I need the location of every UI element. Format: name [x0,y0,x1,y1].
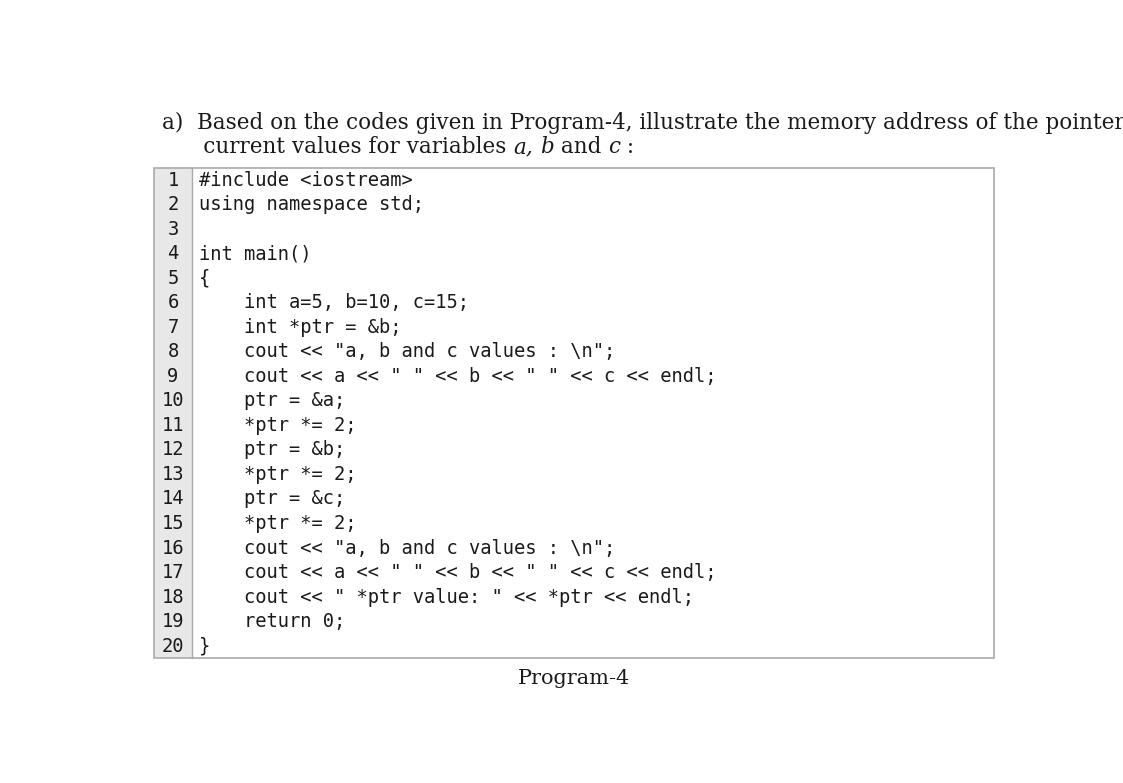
Text: 11: 11 [162,416,184,435]
Text: *ptr *= 2;: *ptr *= 2; [199,514,357,533]
Text: cout << a << " " << b << " " << c << endl;: cout << a << " " << b << " " << c << end… [199,563,716,582]
Text: 20: 20 [162,637,184,655]
Text: 2: 2 [167,195,179,215]
Text: 5: 5 [167,269,179,287]
Text: 4: 4 [167,244,179,263]
Text: ptr = &b;: ptr = &b; [199,440,346,460]
Text: 13: 13 [162,465,184,484]
Text: 15: 15 [162,514,184,533]
Bar [154,168,192,659]
Text: 6: 6 [167,294,179,312]
Text: cout << "a, b and c values : \n";: cout << "a, b and c values : \n"; [199,539,615,557]
Text: 7: 7 [167,318,179,337]
Text: 14: 14 [162,489,184,508]
Text: 12: 12 [162,440,184,460]
Text: *ptr *= 2;: *ptr *= 2; [199,416,357,435]
Text: c: c [608,136,620,158]
Text: 9: 9 [167,367,179,386]
Text: 8: 8 [167,342,179,361]
Text: #include <iostream>: #include <iostream> [199,171,413,189]
Text: 16: 16 [162,539,184,557]
Text: cout << a << " " << b << " " << c << endl;: cout << a << " " << b << " " << c << end… [199,367,716,386]
Text: using namespace std;: using namespace std; [199,195,424,215]
Text: Program-4: Program-4 [518,669,630,688]
Text: cout << "a, b and c values : \n";: cout << "a, b and c values : \n"; [199,342,615,361]
Text: int *ptr = &b;: int *ptr = &b; [199,318,402,337]
Text: 10: 10 [162,392,184,410]
Text: 19: 19 [162,612,184,631]
Text: return 0;: return 0; [199,612,346,631]
Text: a)  Based on the codes given in Program-4, illustrate the memory address of the : a) Based on the codes given in Program-4… [162,112,1123,134]
Text: and: and [554,136,608,158]
Text: *ptr *= 2;: *ptr *= 2; [199,465,357,484]
Text: 3: 3 [167,220,179,239]
Text: int a=5, b=10, c=15;: int a=5, b=10, c=15; [199,294,469,312]
Text: a,: a, [513,136,533,158]
Text: ptr = &c;: ptr = &c; [199,489,346,508]
Bar [192,168,995,659]
Text: b: b [540,136,554,158]
Text: current values for variables: current values for variables [162,136,513,158]
Text: 1: 1 [167,171,179,189]
Text: cout << " *ptr value: " << *ptr << endl;: cout << " *ptr value: " << *ptr << endl; [199,587,694,607]
Text: {: { [199,269,210,287]
Text: }: } [199,637,210,655]
Text: 18: 18 [162,587,184,607]
Text: int main(): int main() [199,244,312,263]
Text: 17: 17 [162,563,184,582]
Text: :: : [620,136,634,158]
Text: ptr = &a;: ptr = &a; [199,392,346,410]
